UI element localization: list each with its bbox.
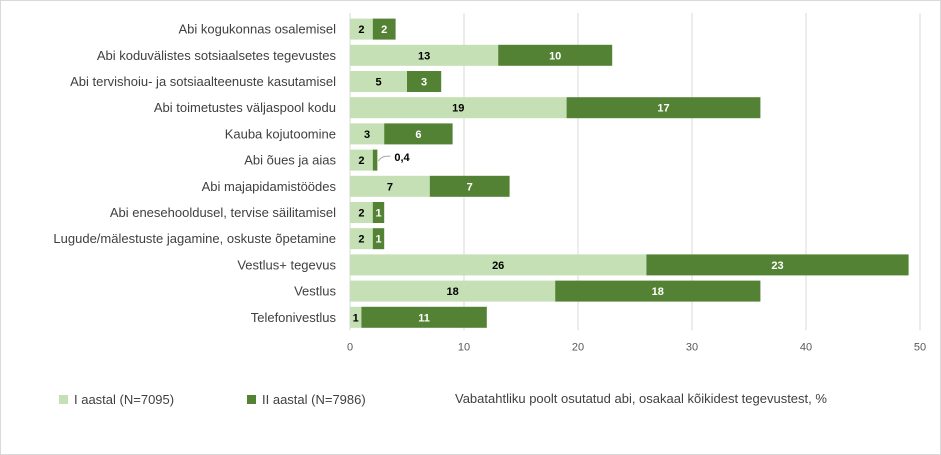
legend-swatch-series-2 bbox=[247, 394, 256, 404]
bar-series-1 bbox=[350, 280, 556, 302]
bar-series-2 bbox=[372, 149, 378, 171]
bar-series-2 bbox=[566, 97, 761, 119]
bar-series-2 bbox=[429, 175, 510, 197]
category-label: Kauba kojutoomine bbox=[225, 126, 336, 141]
bar-series-2 bbox=[646, 254, 909, 276]
category-label: Abi kogukonnas osalemisel bbox=[178, 22, 336, 37]
data-label-series-2: 1 bbox=[375, 208, 381, 220]
data-label-series-2: 2 bbox=[381, 24, 387, 36]
category-label: Abi toimetustes väljaspool kodu bbox=[154, 100, 336, 115]
bar-series-1 bbox=[350, 97, 567, 119]
bar-series-2 bbox=[372, 18, 396, 40]
bar-series-1 bbox=[350, 123, 385, 145]
legend: I aastal (N=7095) II aastal (N=7986) Vab… bbox=[1, 390, 941, 414]
category-label: Abi enesehooldusel, tervise säilitamisel bbox=[110, 205, 336, 220]
category-label: Telefonivestlus bbox=[251, 310, 337, 325]
bar-series-1 bbox=[350, 18, 373, 40]
x-tick-label: 10 bbox=[458, 341, 470, 353]
data-label-series-1: 18 bbox=[446, 286, 458, 298]
bar-series-2 bbox=[372, 202, 385, 223]
bar-series-1 bbox=[350, 44, 499, 66]
bar-series-1 bbox=[350, 228, 373, 250]
data-label-series-2: 1 bbox=[375, 234, 381, 246]
bar-series-2 bbox=[372, 228, 385, 250]
x-tick-label: 40 bbox=[800, 341, 812, 353]
category-label: Abi koduvälistes sotsiaalsetes tegevuste… bbox=[97, 48, 337, 63]
data-label-series-2: 3 bbox=[421, 77, 427, 89]
legend-swatch-series-1 bbox=[59, 394, 68, 404]
x-tick-label: 50 bbox=[914, 341, 926, 353]
data-label-series-2: 10 bbox=[549, 50, 561, 62]
data-label-series-1: 2 bbox=[358, 155, 364, 167]
data-label-series-2: 11 bbox=[418, 312, 430, 324]
data-label-series-2: 23 bbox=[771, 260, 783, 272]
data-label-series-1: 26 bbox=[492, 260, 504, 272]
data-label-series-1: 5 bbox=[375, 77, 381, 89]
category-label: Abi õues ja aias bbox=[244, 153, 336, 168]
data-label-series-1: 13 bbox=[418, 50, 430, 62]
bar-series-1 bbox=[350, 149, 373, 171]
bar-series-1 bbox=[350, 202, 373, 223]
data-label-series-1: 2 bbox=[358, 24, 364, 36]
category-label: Lugude/mälestuste jagamine, oskuste õpet… bbox=[53, 231, 336, 246]
bar-series-1 bbox=[350, 175, 430, 197]
data-label-series-1: 2 bbox=[358, 208, 364, 220]
data-label-series-1: 2 bbox=[358, 234, 364, 246]
bar-series-1 bbox=[350, 71, 407, 92]
data-label-leader-line bbox=[377, 155, 391, 162]
legend-label-series-2: II aastal (N=7986) bbox=[262, 391, 366, 407]
bar-series-2 bbox=[498, 44, 613, 66]
bar-series-1 bbox=[350, 254, 647, 276]
data-label-series-2: 7 bbox=[467, 181, 473, 193]
data-label-series-2: 17 bbox=[657, 103, 669, 115]
x-tick-label: 30 bbox=[686, 341, 698, 353]
category-label: Abi tervishoiu- ja sotsiaalteenuste kasu… bbox=[70, 74, 336, 89]
bar-series-1 bbox=[350, 306, 362, 328]
data-label-series-2: 0,4 bbox=[394, 152, 410, 164]
data-label-series-2: 18 bbox=[652, 286, 664, 298]
legend-label-series-1: I aastal (N=7095) bbox=[74, 391, 175, 407]
category-label: Vestlus+ tegevus bbox=[237, 257, 336, 272]
category-label: Vestlus bbox=[294, 284, 336, 299]
data-label-series-1: 1 bbox=[353, 312, 359, 324]
data-label-series-2: 6 bbox=[415, 129, 421, 141]
x-tick-label: 20 bbox=[572, 341, 584, 353]
bar-series-2 bbox=[555, 280, 761, 302]
legend-item-series-2: II aastal (N=7986) bbox=[247, 390, 366, 408]
legend-item-series-1: I aastal (N=7095) bbox=[59, 390, 174, 408]
bar-series-2 bbox=[384, 123, 453, 145]
data-label-series-1: 3 bbox=[364, 129, 370, 141]
bar-series-2 bbox=[361, 306, 487, 328]
bar-series-2 bbox=[407, 71, 442, 92]
x-axis-title: Vabatahtliku poolt osutatud abi, osakaal… bbox=[455, 391, 827, 406]
category-label: Abi majapidamistöödes bbox=[202, 179, 337, 194]
x-tick-label: 0 bbox=[347, 341, 353, 353]
data-label-series-1: 7 bbox=[387, 181, 393, 193]
data-label-series-1: 19 bbox=[452, 103, 464, 115]
